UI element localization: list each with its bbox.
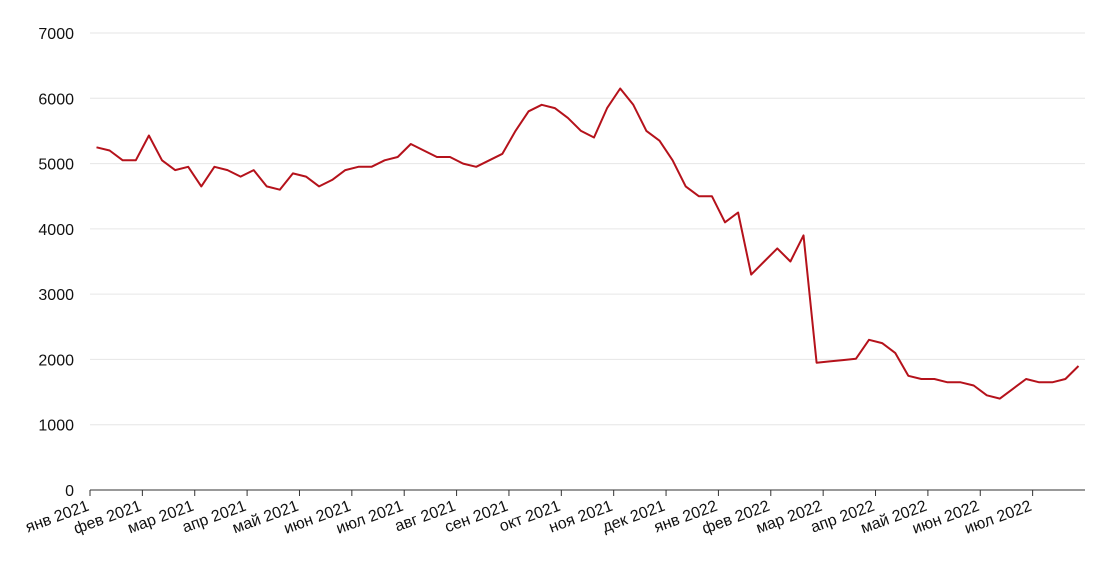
y-tick-label: 4000 xyxy=(38,222,74,239)
y-tick-label: 0 xyxy=(65,483,74,500)
price-line xyxy=(96,87,1080,400)
y-tick-label: 2000 xyxy=(38,352,74,369)
y-tick-label: 7000 xyxy=(38,26,74,43)
y-tick-label: 3000 xyxy=(38,287,74,304)
y-tick-label: 6000 xyxy=(38,91,74,108)
y-tick-label: 5000 xyxy=(38,157,74,174)
y-tick-label: 1000 xyxy=(38,418,74,435)
